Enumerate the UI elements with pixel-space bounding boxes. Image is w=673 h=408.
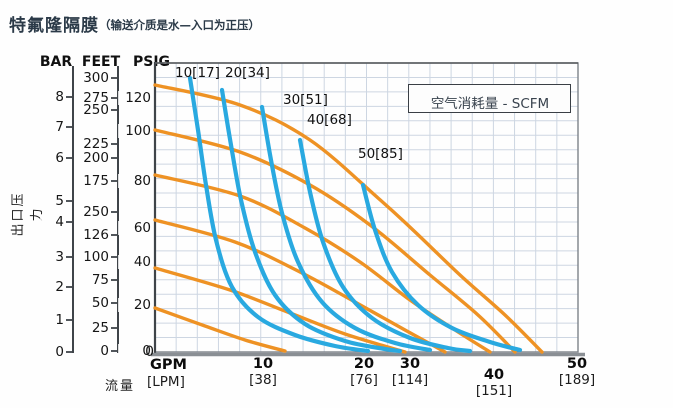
x-axis-title: 流量 [105, 379, 136, 394]
x-tick-lpm: [114] [391, 372, 429, 388]
feet-tick-label: 100 [82, 249, 109, 265]
x-tick-lpm: [151] [475, 383, 513, 399]
x-tick: 50 [189] [549, 356, 605, 389]
scfm-curve-label: 30[51] [283, 92, 328, 108]
legend-label: 空气消耗量 - SCFM [430, 96, 550, 112]
x-axis-unit-gpm: GPM [150, 357, 187, 373]
page-title: 特氟隆隔膜（输送介质是水—入口为正压） [9, 11, 260, 36]
x-tick-gpm: 30 [399, 356, 421, 372]
y-axis-unit-feet: FEET [81, 54, 121, 70]
x-tick: 40 [151] [466, 367, 522, 400]
scfm-curve-50 [360, 182, 523, 353]
scfm-curve-label: 40[68] [307, 112, 352, 128]
chart-title-main: 特氟隆隔膜 [9, 16, 99, 36]
feet-tick-label: 25 [82, 321, 109, 335]
feet-tick-label: 250 [82, 204, 109, 220]
bar-tick-label: 0 [40, 345, 64, 359]
feet-tick-label: 75 [82, 273, 109, 287]
feet-tick-label: 0 [82, 344, 109, 358]
legend-box [408, 84, 571, 113]
bar-tick-label: 4 [40, 215, 64, 229]
bar-tick-label: 2 [40, 280, 64, 294]
scfm-curve-40 [297, 137, 473, 354]
scfm-curve-20 [219, 87, 403, 354]
bar-tick-label: 3 [40, 250, 64, 264]
psig-tick-label: 20 [118, 298, 151, 312]
psig-tick-label: 60 [118, 221, 151, 235]
psig-tick-label: 100 [118, 124, 151, 138]
x-tick-gpm: 20 [353, 356, 375, 372]
psig-tick-label: 120 [118, 91, 151, 105]
x-tick-lpm: [189] [558, 372, 596, 388]
x-tick: 30 [114] [382, 356, 438, 389]
bar-tick-label: 7 [40, 120, 64, 134]
scfm-curve-label: 20[34] [225, 65, 270, 81]
x-tick-gpm: 10 [252, 356, 274, 372]
bar-tick-label: 5 [40, 194, 64, 208]
y-axis-unit-psig: PSIG [132, 54, 171, 70]
bar-tick-label: 8 [40, 90, 64, 104]
x-tick-lpm: [76] [350, 372, 378, 388]
feet-tick-label: 50 [82, 296, 109, 310]
pressure-curve-1 [153, 83, 544, 354]
pressure-curve-2 [153, 128, 517, 354]
scfm-curve-label: 50[85] [358, 146, 403, 162]
bar-tick-label: 6 [40, 151, 64, 165]
feet-tick-label: 126 [82, 227, 109, 243]
feet-tick-label: 200 [82, 150, 109, 166]
feet-tick-label: 175 [82, 173, 109, 189]
chart-title-sub: （输送介质是水—入口为正压） [99, 18, 260, 32]
x-tick-gpm: 40 [483, 367, 505, 383]
bar-tick-label: 1 [40, 313, 64, 327]
feet-tick-label: 225 [82, 136, 109, 152]
pressure-curve-6 [153, 306, 287, 353]
feet-tick-label: 250 [82, 102, 109, 118]
x-axis-unit-lpm: [LPM] [147, 374, 185, 390]
x-tick-gpm: 50 [566, 356, 588, 372]
x-tick: 20 [76] [336, 356, 392, 389]
y-axis-unit-bar: BAR [39, 54, 73, 70]
feet-tick-label: 275 [82, 90, 109, 106]
feet-tick-label: 300 [82, 70, 109, 86]
psig-tick-label: 80 [118, 174, 151, 188]
x-tick: 10 [38] [235, 356, 291, 389]
scfm-curve-label: 10[17] [175, 65, 220, 81]
x-axis-zero-label: 0 [145, 344, 154, 360]
x-tick-lpm: [38] [249, 372, 277, 388]
scfm-curve-10 [187, 75, 371, 354]
psig-tick-label: 0 [118, 344, 151, 358]
scfm-curve-30 [259, 104, 433, 353]
psig-tick-label: 40 [118, 255, 151, 269]
